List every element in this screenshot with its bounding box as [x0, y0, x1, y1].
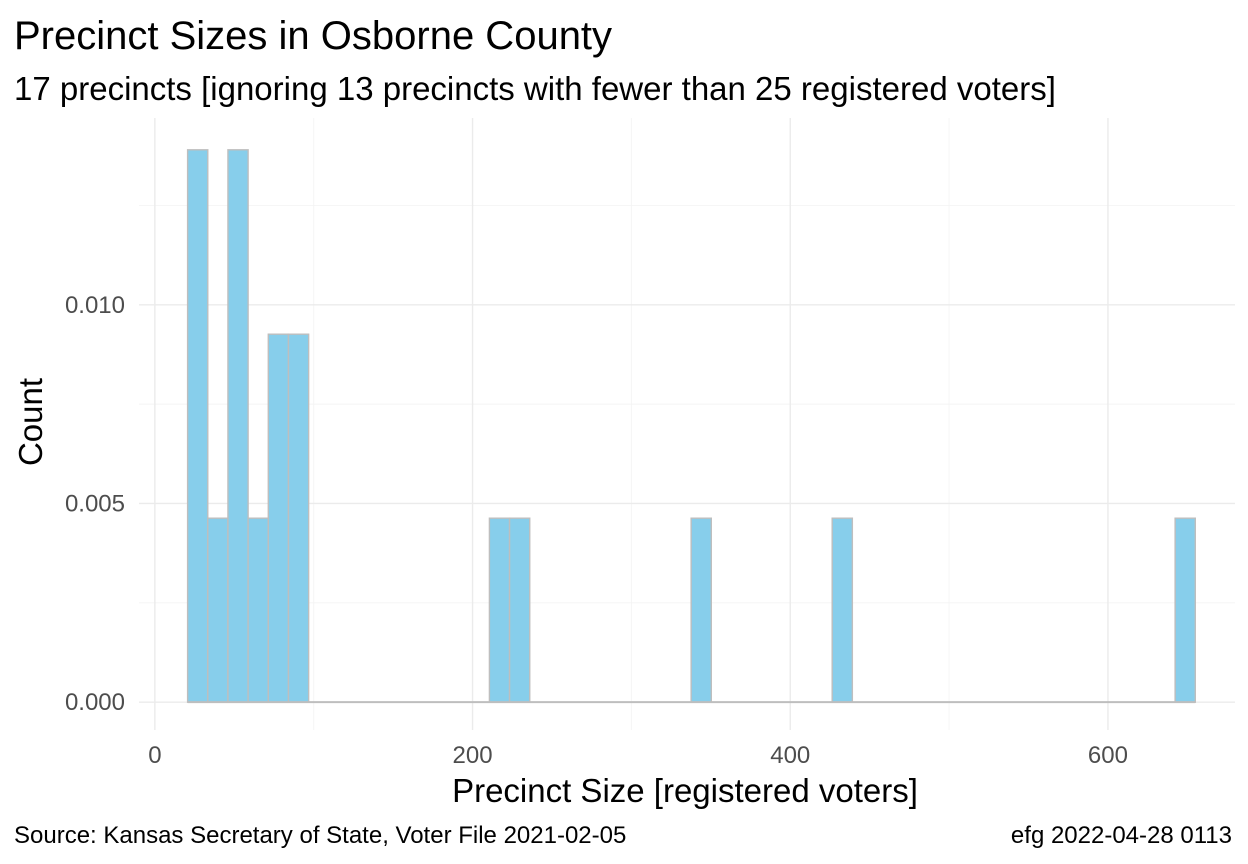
- axis-ticks: 0 200 400 600 0.000 0.005 0.010: [65, 292, 1128, 769]
- x-tick-label: 200: [453, 742, 493, 769]
- y-tick-label: 0.000: [65, 689, 125, 716]
- x-tick-label: 0: [148, 742, 161, 769]
- histogram-bar: [690, 517, 713, 703]
- histogram-bar: [186, 149, 209, 703]
- chart-title: Precinct Sizes in Osborne County: [14, 14, 612, 58]
- histogram-bar: [267, 333, 290, 703]
- histogram-bars: [186, 149, 1196, 703]
- histogram-bar: [247, 517, 269, 703]
- x-axis-title: Precinct Size [registered voters]: [452, 772, 918, 809]
- y-axis-title: Count: [12, 378, 49, 466]
- source-caption: Source: Kansas Secretary of State, Voter…: [14, 822, 626, 849]
- y-tick-label: 0.005: [65, 490, 125, 517]
- histogram-bar: [1174, 517, 1196, 703]
- y-tick-label: 0.010: [65, 292, 125, 319]
- credit-caption: efg 2022-04-28 0113: [1011, 822, 1232, 849]
- chart-subtitle: 17 precincts [ignoring 13 precincts with…: [14, 70, 1056, 107]
- histogram-bar: [287, 333, 310, 703]
- histogram-bar: [508, 517, 531, 703]
- histogram-bar: [488, 517, 511, 703]
- histogram-bar: [227, 149, 249, 703]
- x-tick-label: 600: [1088, 742, 1128, 769]
- histogram-bar: [831, 517, 854, 703]
- x-tick-label: 400: [770, 742, 810, 769]
- histogram-bar: [207, 517, 229, 703]
